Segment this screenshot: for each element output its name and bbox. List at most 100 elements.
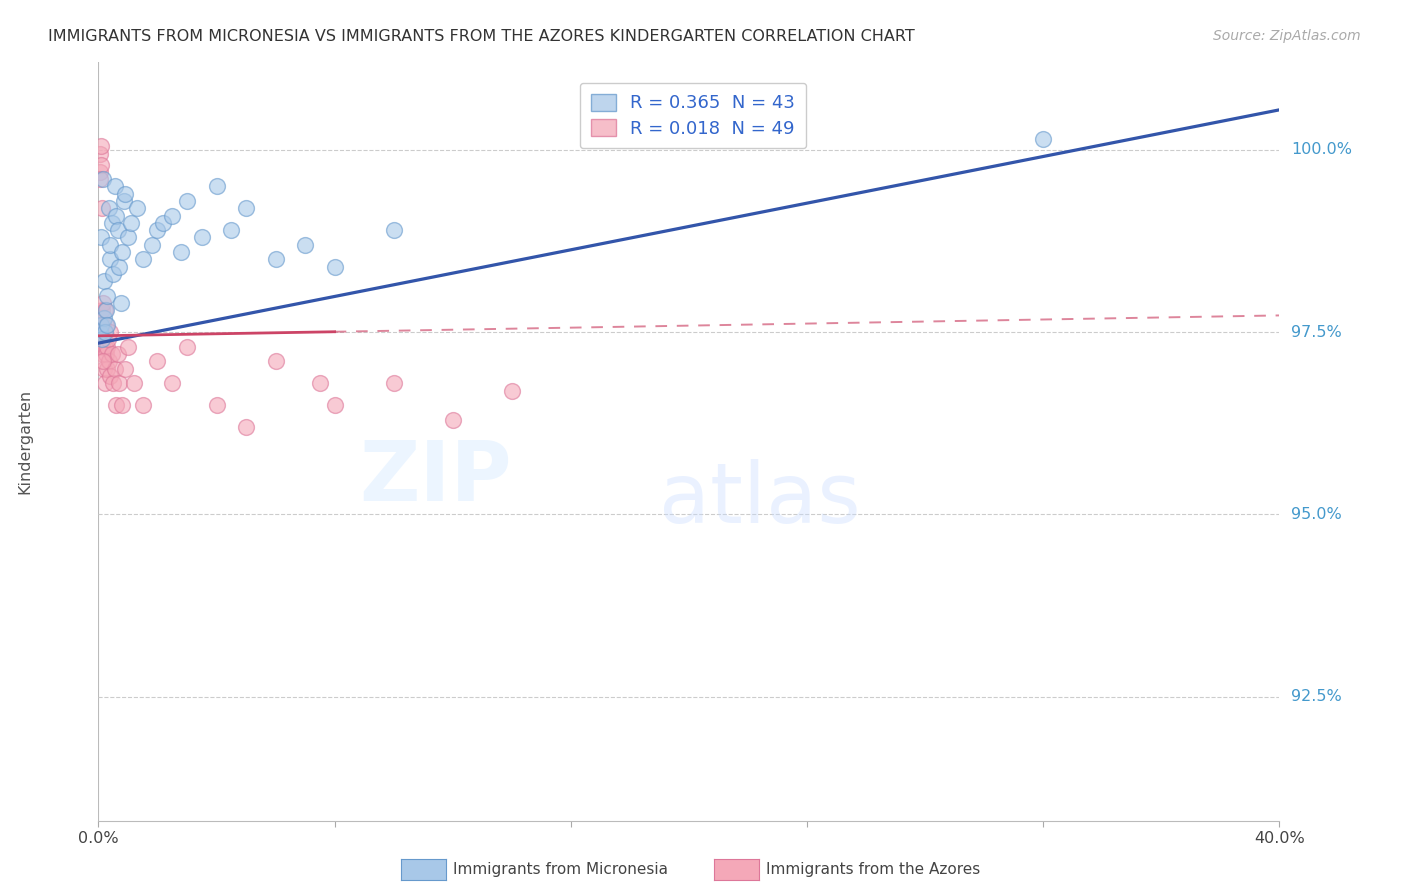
Point (98, 368, 121, 383)
Point (114, 186, 136, 201)
Point (501, 384, 523, 398)
Point (176, 340, 198, 354)
Point (264, 252, 287, 267)
Text: atlas: atlas (659, 459, 860, 541)
Point (323, 260, 346, 274)
Point (93, 333, 115, 347)
Point (235, 420, 257, 434)
Point (382, 376, 405, 391)
Point (146, 223, 169, 237)
Point (96, 340, 118, 354)
Point (205, 398, 228, 412)
Point (105, 209, 128, 223)
Point (98, 325, 121, 339)
Text: Kindergarten: Kindergarten (17, 389, 32, 494)
Point (146, 354, 169, 368)
Point (120, 216, 142, 230)
Text: 100.0%: 100.0% (1291, 143, 1353, 157)
Point (108, 260, 131, 274)
Text: 97.5%: 97.5% (1291, 325, 1341, 340)
Point (162, 209, 183, 223)
Text: 95.0%: 95.0% (1291, 507, 1341, 522)
Point (132, 398, 155, 412)
Point (91, 201, 114, 215)
Point (98, 252, 121, 267)
Point (170, 245, 193, 260)
Point (125, 201, 148, 215)
Point (96, 318, 118, 332)
Point (205, 179, 228, 194)
Point (94, 347, 117, 361)
Point (235, 201, 257, 215)
Point (114, 361, 136, 376)
Text: Immigrants from the Azores: Immigrants from the Azores (766, 863, 980, 877)
Point (111, 398, 134, 412)
Point (96, 289, 118, 303)
Point (107, 347, 129, 361)
Point (94, 325, 117, 339)
Point (103, 376, 125, 391)
Point (294, 237, 316, 252)
Point (94, 303, 117, 318)
Point (323, 398, 346, 412)
Point (91, 172, 114, 186)
Point (103, 267, 125, 281)
Point (90, 303, 112, 318)
Point (1032, 132, 1054, 146)
Point (89, 146, 111, 161)
Point (191, 230, 214, 244)
Point (98, 237, 121, 252)
Point (91, 318, 114, 332)
Point (97, 354, 120, 368)
Point (91, 340, 114, 354)
Point (152, 216, 174, 230)
Text: ZIP: ZIP (360, 437, 512, 518)
Point (110, 296, 132, 310)
Point (94, 303, 117, 318)
Point (97, 333, 120, 347)
Text: Source: ZipAtlas.com: Source: ZipAtlas.com (1213, 29, 1361, 43)
Point (96, 318, 118, 332)
Text: 92.5%: 92.5% (1291, 690, 1341, 704)
Point (104, 361, 127, 376)
Point (162, 376, 183, 391)
Text: IMMIGRANTS FROM MICRONESIA VS IMMIGRANTS FROM THE AZORES KINDERGARTEN CORRELATIO: IMMIGRANTS FROM MICRONESIA VS IMMIGRANTS… (48, 29, 914, 44)
Point (122, 376, 145, 391)
Point (91, 296, 114, 310)
Point (112, 194, 135, 208)
Point (382, 223, 405, 237)
Point (90, 318, 112, 332)
Point (93, 340, 115, 354)
Point (90, 157, 112, 171)
Point (132, 252, 155, 267)
Point (100, 347, 122, 361)
Point (90, 230, 112, 244)
Point (90, 325, 112, 339)
Point (93, 325, 115, 339)
Point (93, 274, 115, 288)
Point (89, 325, 111, 339)
Point (104, 179, 127, 194)
Point (117, 230, 139, 244)
Point (117, 340, 139, 354)
Point (221, 223, 243, 237)
Point (91, 333, 114, 347)
Point (105, 398, 128, 412)
Point (91, 354, 114, 368)
Point (264, 354, 287, 368)
Point (94, 376, 117, 391)
Point (108, 376, 131, 391)
Point (100, 216, 122, 230)
Point (176, 194, 198, 208)
Point (90, 139, 112, 153)
Point (141, 237, 163, 252)
Legend: R = 0.365  N = 43, R = 0.018  N = 49: R = 0.365 N = 43, R = 0.018 N = 49 (579, 83, 806, 148)
Point (97, 201, 120, 215)
Point (93, 361, 115, 376)
Point (93, 310, 115, 325)
Text: Immigrants from Micronesia: Immigrants from Micronesia (453, 863, 668, 877)
Point (89, 172, 111, 186)
Point (309, 376, 332, 391)
Point (111, 245, 134, 260)
Point (441, 412, 464, 426)
